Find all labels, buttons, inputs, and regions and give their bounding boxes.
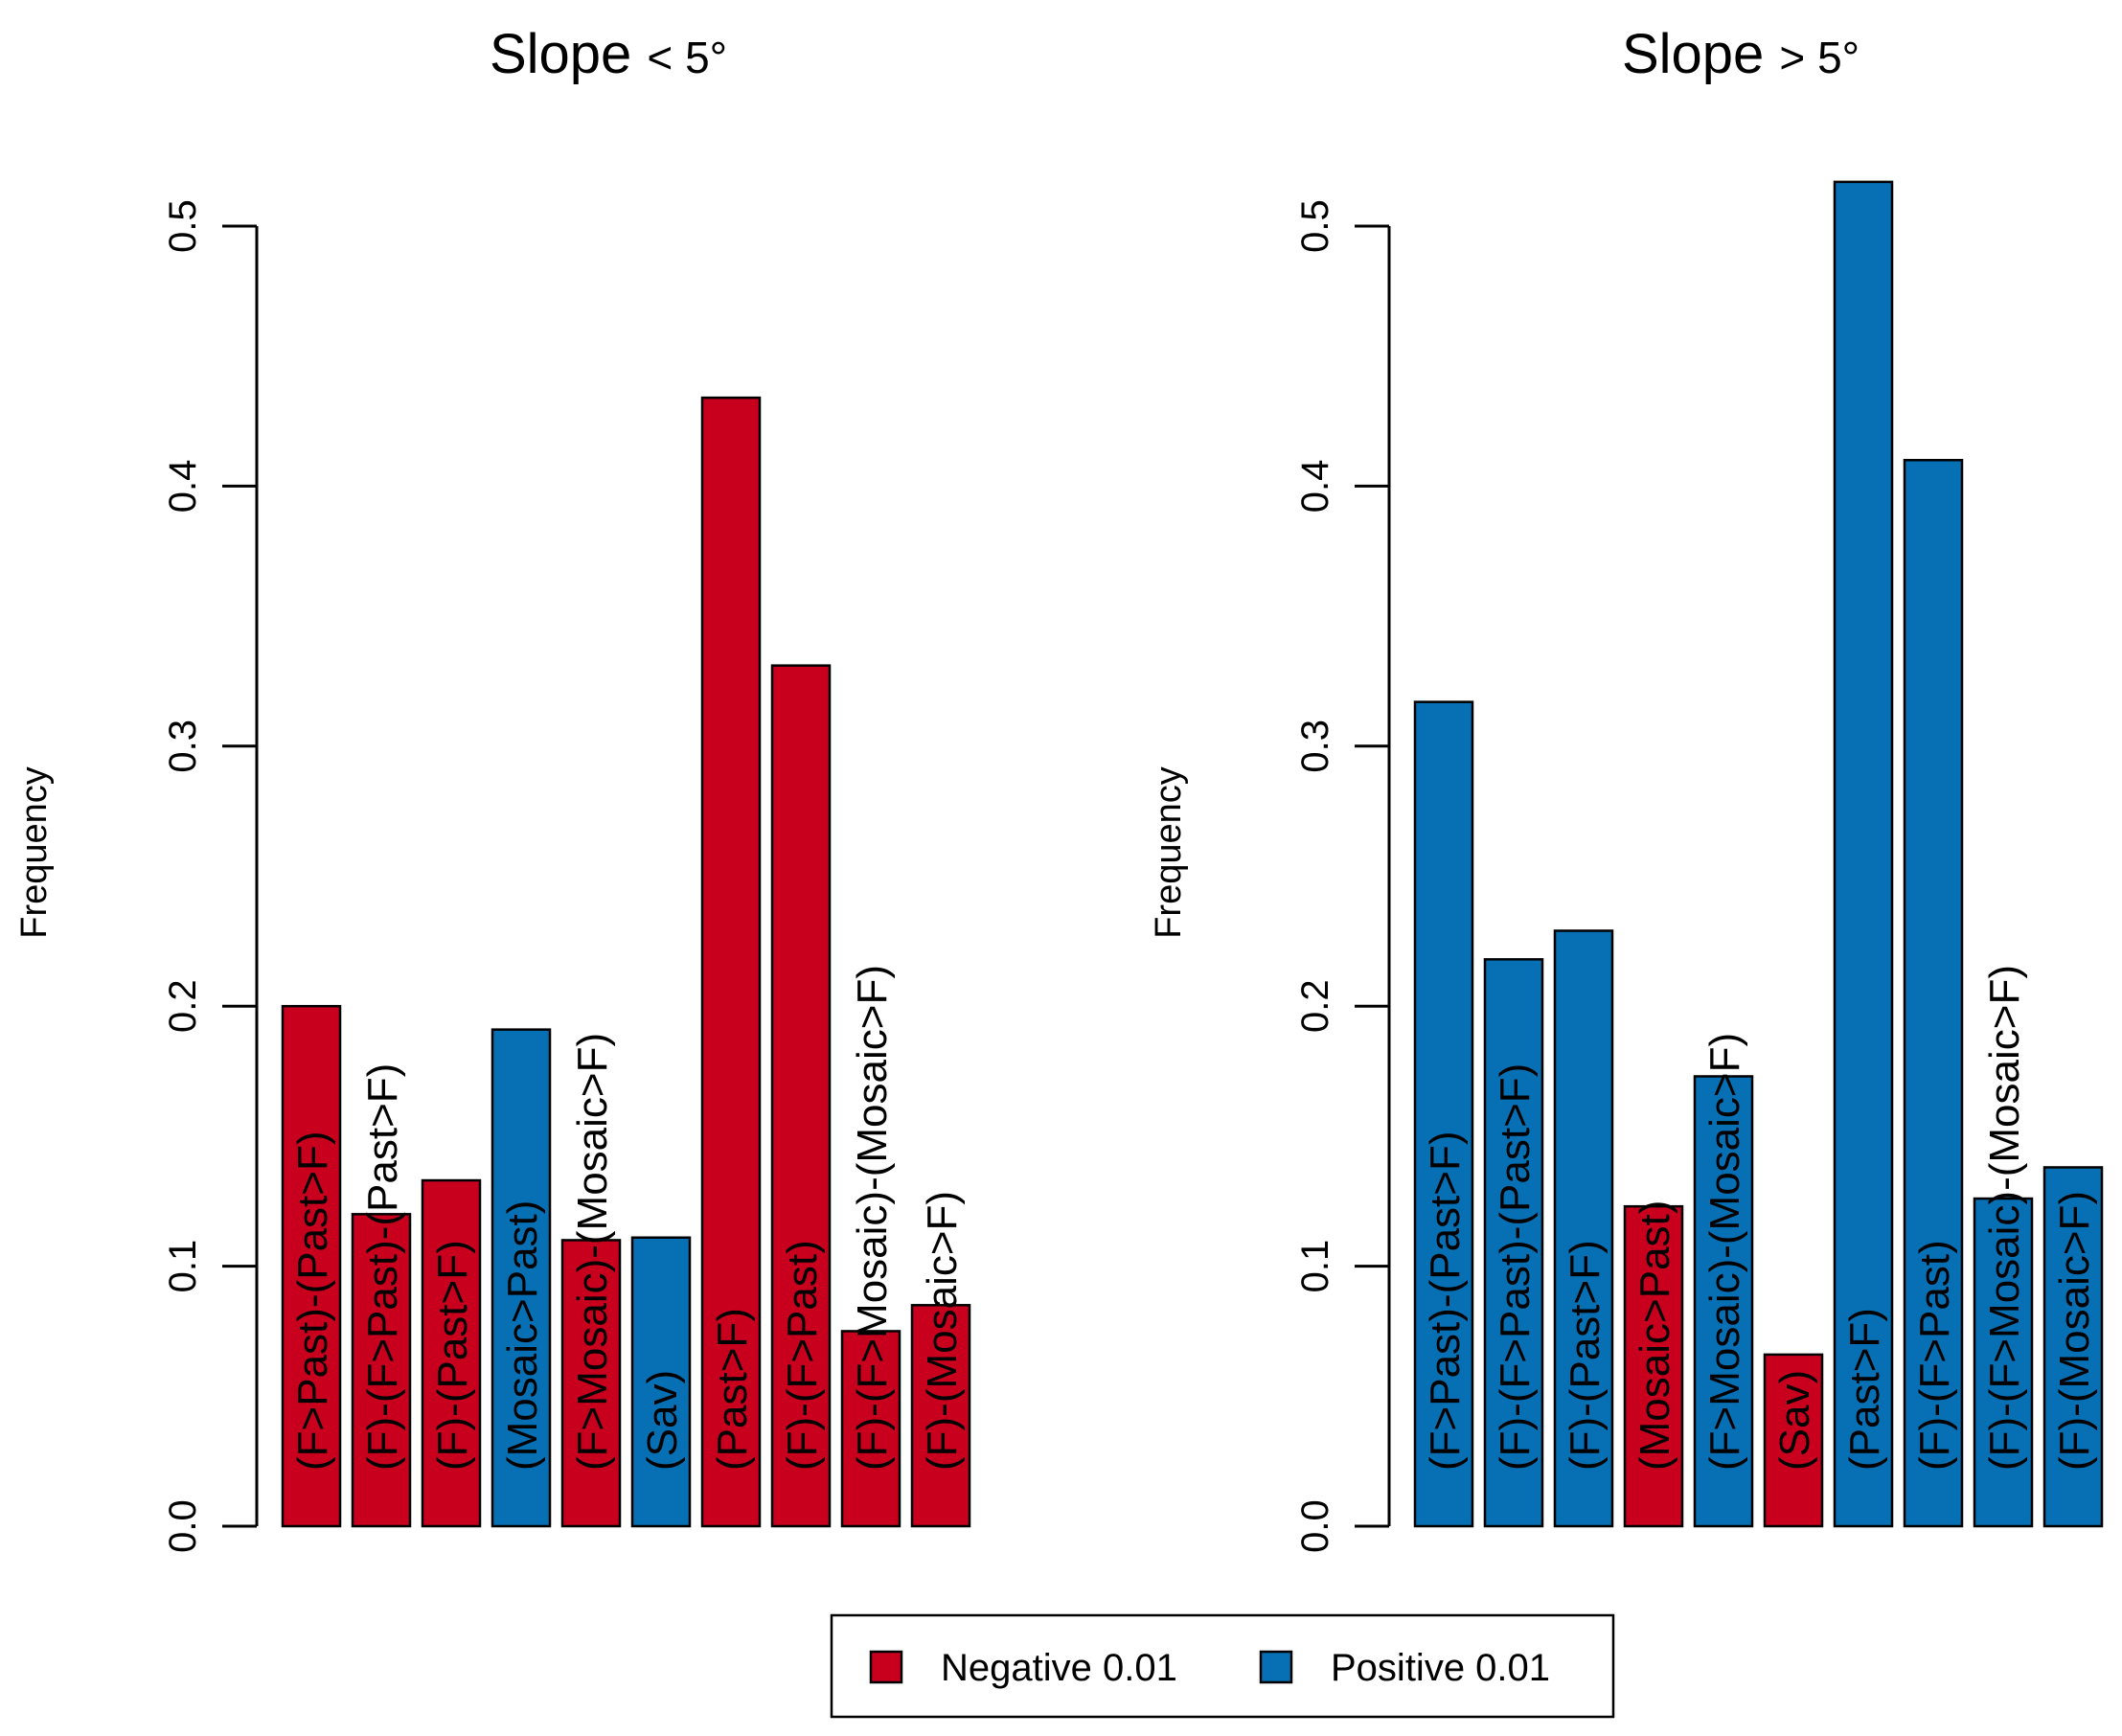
bar (1553, 929, 1614, 1528)
bar-label: (F)-(Mosaic>F) (2051, 1191, 2098, 1471)
y-tick-label: 0.1 (162, 1240, 204, 1293)
chart-title-main: Slope (1622, 23, 1779, 85)
legend: Negative 0.01 Positive 0.01 (830, 1613, 1615, 1719)
bar-label: (F>Mosaic)-(Mosaic>F) (1701, 1033, 1748, 1471)
bar-label: (F)-(Mosaic>F) (919, 1191, 966, 1471)
bar-label: (Mosaic>Past) (1631, 1200, 1678, 1471)
chart-title-main: Slope (490, 23, 647, 85)
bar (1693, 1075, 1754, 1528)
bar (630, 1236, 692, 1528)
y-tick-label: 0.0 (162, 1499, 204, 1553)
y-tick-label: 0.4 (1294, 460, 1336, 514)
y-tick-label: 0.0 (1294, 1499, 1336, 1553)
bar (421, 1178, 482, 1528)
bar (1483, 958, 1544, 1528)
legend-swatch-negative (869, 1650, 903, 1684)
bar (560, 1239, 622, 1528)
y-tick-label: 0.5 (162, 199, 204, 253)
chart-title-symbol: > 5° (1779, 33, 1860, 82)
y-tick-label: 0.2 (1294, 979, 1336, 1033)
chart-title-symbol: < 5° (647, 33, 727, 82)
bar (910, 1304, 971, 1528)
y-tick-label: 0.3 (162, 720, 204, 773)
bar-label: (Past>F) (1841, 1308, 1888, 1471)
bar (1973, 1197, 2034, 1528)
bar (1413, 700, 1474, 1528)
bar-label: (F>Mosaic)-(Mosaic>F) (569, 1033, 616, 1471)
bar-label: (F)-(F>Mosaic)-(Mosaic>F) (849, 965, 896, 1471)
y-axis-label: Frequency (1149, 766, 1189, 939)
y-tick-label: 0.1 (1294, 1240, 1336, 1293)
bar (840, 1330, 901, 1528)
bar (351, 1213, 412, 1528)
bar-label: (F>Past)-(Past>F) (289, 1131, 336, 1472)
y-tick-label: 0.4 (162, 460, 204, 514)
bar-label: (Past>F) (709, 1308, 756, 1471)
bar-label: (Sav) (1771, 1370, 1818, 1471)
y-tick-label: 0.5 (1294, 199, 1336, 253)
bar (1833, 180, 1894, 1528)
bar-label: (F)-(F>Past)-(Past>F) (359, 1063, 406, 1471)
bar-label: (F)-(Past>F) (429, 1240, 476, 1471)
y-tick-label: 0.2 (162, 979, 204, 1033)
bar (1763, 1353, 1824, 1528)
bar-label: (F)-(F>Past)-(Past>F) (1492, 1063, 1539, 1471)
chart-panel-slope-lt-5: Slope < 5° Frequency 0.0 0.1 0.2 0.3 0.4 0.5 (F>… (14, 23, 971, 1553)
chart-panel-slope-gt-5: Slope > 5° Frequency 0.0 0.1 0.2 0.3 0.4 0.5 (F>… (1149, 23, 2104, 1553)
chart-title: Slope < 5° (490, 23, 727, 85)
chart-title: Slope > 5° (1622, 23, 1860, 85)
legend-label-negative: Negative 0.01 (941, 1647, 1177, 1689)
y-axis-label: Frequency (14, 766, 55, 939)
bar-label: (F)-(F>Past) (1911, 1240, 1958, 1471)
bar (1903, 459, 1964, 1528)
bar-label: (Mosaic>Past) (499, 1200, 546, 1471)
bar-label: (F>Past)-(Past>F) (1422, 1131, 1469, 1472)
legend-label-positive: Positive 0.01 (1331, 1647, 1550, 1689)
y-tick-label: 0.3 (1294, 720, 1336, 773)
bar (2042, 1166, 2104, 1528)
legend-box (830, 1613, 1615, 1719)
bar (491, 1028, 552, 1528)
bar (281, 1004, 342, 1528)
bar (770, 664, 832, 1528)
bar-label: (F)-(F>Mosaic)-(Mosaic>F) (1981, 965, 2028, 1471)
legend-swatch-positive (1259, 1650, 1293, 1684)
bar-label: (F)-(Past>F) (1562, 1240, 1609, 1471)
bar-label: (Sav) (639, 1370, 686, 1471)
bar (1623, 1204, 1684, 1528)
bar (700, 396, 762, 1528)
bar-label: (F)-(F>Past) (779, 1240, 826, 1471)
